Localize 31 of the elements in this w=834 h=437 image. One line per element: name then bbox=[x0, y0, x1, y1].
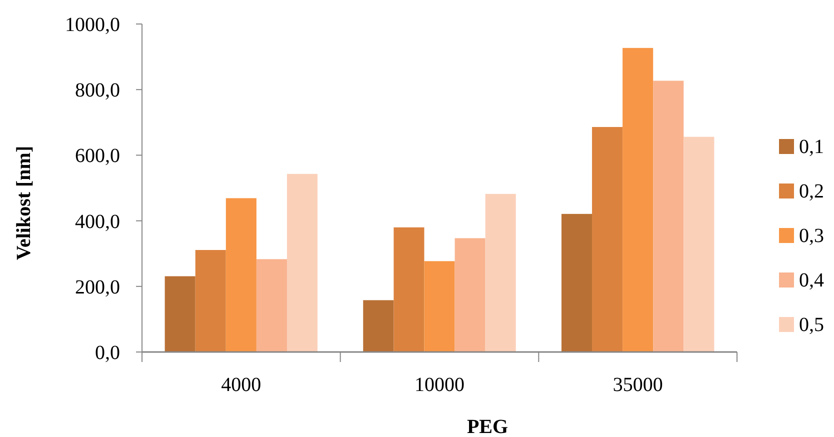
x-tick-label: 4000 bbox=[221, 374, 262, 396]
bar bbox=[653, 80, 684, 352]
legend-label: 0,1 bbox=[799, 136, 824, 158]
x-axis-title: PEG bbox=[466, 416, 508, 437]
y-tick-label: 200,0 bbox=[75, 276, 120, 298]
bar bbox=[363, 300, 394, 352]
y-tick-label: 400,0 bbox=[75, 210, 120, 233]
bar bbox=[454, 238, 486, 352]
bar bbox=[424, 261, 455, 352]
bar bbox=[561, 214, 592, 352]
bar bbox=[164, 276, 196, 352]
y-tick-label: 1000,0 bbox=[65, 14, 120, 36]
legend-label: 0,5 bbox=[799, 314, 824, 336]
bar bbox=[195, 250, 226, 352]
bar bbox=[226, 198, 256, 352]
x-tick-label: 10000 bbox=[414, 374, 464, 396]
legend-label: 0,3 bbox=[799, 225, 824, 247]
bar bbox=[592, 126, 623, 352]
bar bbox=[684, 136, 714, 352]
bar bbox=[286, 174, 318, 352]
bar bbox=[485, 194, 516, 352]
y-tick-label: 800,0 bbox=[75, 80, 120, 102]
bar bbox=[622, 48, 654, 352]
bar bbox=[256, 259, 287, 352]
legend-label: 0,2 bbox=[799, 180, 824, 202]
x-tick-label: 35000 bbox=[612, 374, 663, 396]
y-tick-label: 600,0 bbox=[75, 145, 120, 168]
y-axis-title: Velikost [nm] bbox=[13, 146, 35, 260]
legend-label: 0,4 bbox=[799, 270, 824, 292]
bar bbox=[394, 227, 424, 352]
y-tick-label: 0,0 bbox=[95, 342, 120, 364]
